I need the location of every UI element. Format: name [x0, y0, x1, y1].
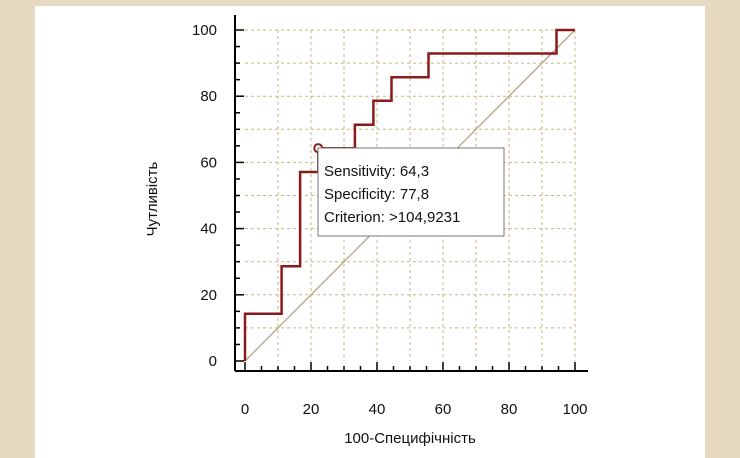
tooltip-box [317, 147, 505, 237]
x-axis-ticks: 0 20 40 60 80 100 [241, 362, 588, 418]
roc-curve [243, 28, 575, 361]
y-axis-title: Чутливість [144, 161, 161, 236]
x-tick-label: 20 [303, 401, 320, 418]
y-tick-label: 80 [200, 88, 217, 105]
x-tick-label: 60 [435, 401, 452, 418]
x-tick-label: 100 [562, 401, 587, 418]
x-tick-label: 0 [241, 401, 249, 418]
x-tick-label: 40 [369, 401, 386, 418]
y-tick-label: 20 [200, 287, 217, 304]
point-tooltip: Sensitivity: 64,3 Specificity: 77,8 Crit… [317, 147, 505, 237]
tooltip-criterion: Criterion: >104,9231 [324, 209, 460, 226]
y-tick-label: 60 [200, 154, 217, 171]
y-tick-label: 40 [200, 221, 217, 238]
x-tick-label: 80 [501, 401, 518, 418]
y-tick-label: 100 [192, 22, 217, 39]
tooltip-specificity: Specificity: 77,8 [324, 186, 429, 203]
y-axis-ticks: 0 20 40 60 80 100 [192, 22, 244, 370]
y-tick-label: 0 [209, 353, 217, 370]
tooltip-sensitivity: Sensitivity: 64,3 [324, 163, 429, 180]
x-axis-title: 100-Специфічність [344, 430, 476, 447]
